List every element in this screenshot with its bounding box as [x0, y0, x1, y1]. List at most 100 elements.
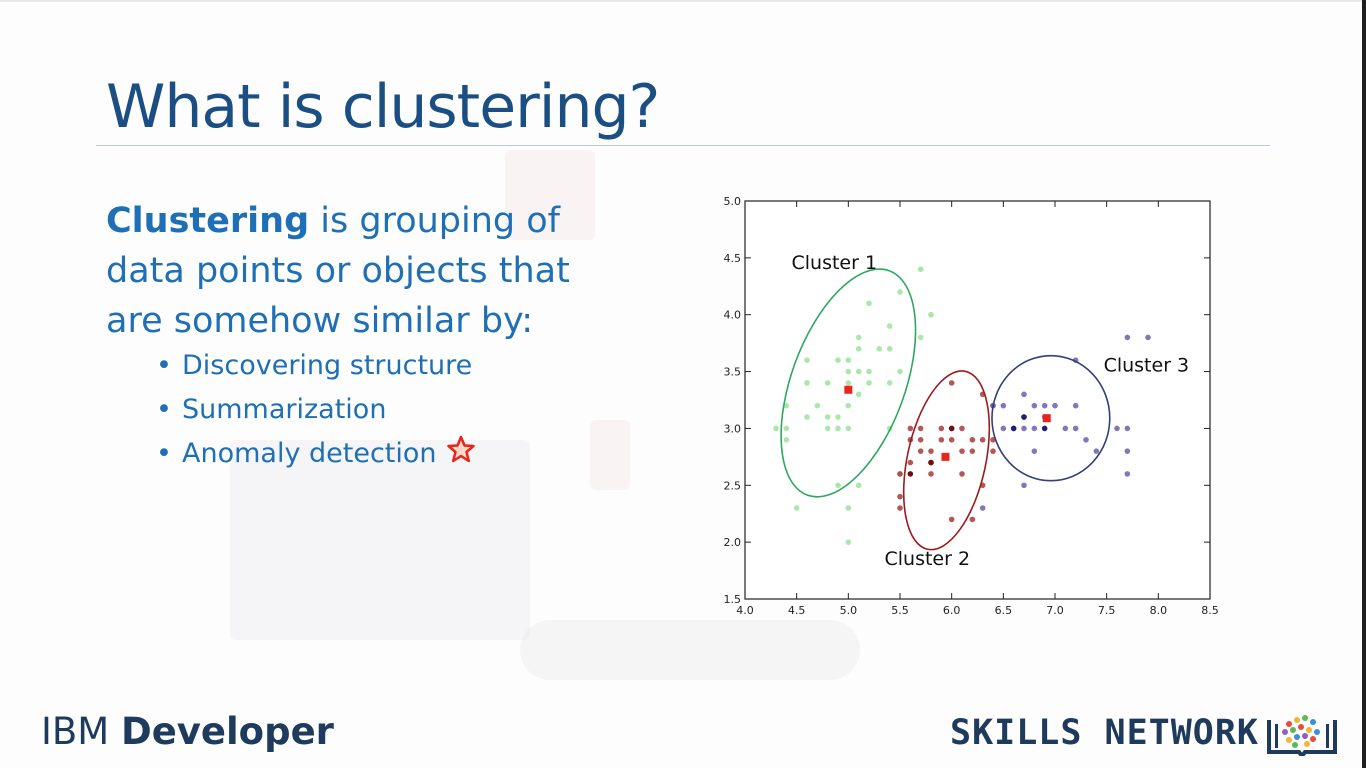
cluster-3-point — [1093, 448, 1100, 454]
definition-term: Clustering — [106, 201, 310, 241]
cluster-2-point — [948, 437, 955, 443]
cluster-2-point — [897, 471, 903, 477]
skills-network-book-icon — [1267, 715, 1337, 756]
centroid-marker — [941, 452, 950, 461]
cluster-1-point — [855, 346, 862, 352]
cluster-1-point — [783, 437, 790, 443]
cluster-1-point — [835, 357, 841, 363]
x-tick-label: 4.5 — [788, 604, 806, 617]
cluster-1-point — [866, 380, 872, 386]
cluster-1-point — [897, 289, 903, 295]
cluster-3-point — [1021, 425, 1027, 432]
y-tick-label: 2.5 — [724, 479, 742, 492]
cluster-1-point — [866, 368, 872, 375]
cluster-1-point — [824, 380, 831, 386]
cluster-1-point — [845, 357, 852, 363]
cluster-2-label: Cluster 2 — [885, 548, 971, 570]
x-tick-label: 5.0 — [840, 604, 858, 617]
cluster-1-point — [855, 391, 862, 398]
cluster-1-label: Cluster 1 — [792, 252, 878, 274]
x-tick-label: 5.5 — [891, 604, 909, 617]
definition-text: is grouping of data points or objects th… — [106, 201, 570, 341]
overlap-point — [928, 459, 934, 466]
y-tick-label: 2.0 — [724, 536, 742, 549]
cluster-2-point — [907, 459, 914, 466]
cluster-1-point — [897, 368, 903, 375]
cluster-1-point — [835, 482, 841, 489]
window-edge — [1362, 0, 1366, 768]
cluster-1-point — [845, 539, 852, 545]
title-divider — [96, 145, 1270, 146]
x-tick-label: 7.0 — [1046, 604, 1064, 617]
y-tick-label: 4.5 — [724, 252, 742, 265]
cluster-1-point — [845, 425, 852, 432]
cluster-1-point — [855, 482, 862, 489]
cluster-3-label: Cluster 3 — [1104, 355, 1190, 377]
cluster-3-point — [1072, 402, 1079, 409]
y-tick-label: 3.0 — [724, 422, 742, 435]
cluster-3-point — [1000, 402, 1007, 409]
cluster-2-point — [990, 448, 996, 454]
x-tick-label: 8.0 — [1150, 604, 1168, 617]
overlap-point — [1010, 425, 1017, 432]
cluster-1-point — [855, 334, 862, 341]
cluster-3-point — [1052, 402, 1058, 409]
x-tick-label: 6.5 — [995, 604, 1013, 617]
brand-developer: Developer — [120, 710, 334, 753]
cluster-2-point — [897, 493, 903, 500]
watermark-shape — [590, 420, 630, 490]
cluster-2-ellipse — [902, 370, 991, 551]
cluster-1-point — [845, 402, 852, 409]
cluster-3-point — [1041, 402, 1048, 409]
cluster-3-point — [1124, 448, 1131, 454]
bullet-text: Summarization — [182, 394, 387, 425]
cluster-1-point — [793, 505, 800, 511]
cluster-1-point — [835, 425, 841, 432]
cluster-1-point — [886, 346, 893, 352]
cluster-1-point — [855, 368, 862, 375]
cluster-2-point — [928, 448, 934, 454]
cluster-2-point — [969, 437, 976, 443]
y-tick-label: 3.5 — [724, 366, 742, 379]
bullet-item: • Summarization — [156, 390, 475, 434]
cluster-1-point — [876, 346, 883, 352]
cluster-1-point — [783, 425, 790, 432]
cluster-2-point — [959, 471, 965, 477]
cluster-2-point — [969, 516, 976, 523]
cluster-2-point — [897, 505, 903, 511]
cluster-1-point — [845, 368, 852, 375]
y-tick-label: 4.0 — [724, 309, 742, 322]
cluster-3-point — [1031, 448, 1038, 454]
cluster-3-point — [1114, 425, 1120, 432]
cluster-2-point — [938, 425, 945, 432]
cluster-3-point — [1083, 437, 1089, 443]
bullet-text: Discovering structure — [182, 350, 473, 381]
scatter-chart: 4.0 4.5 5.0 5.5 6.0 6.5 7.0 7.5 8.0 8.5 1.5 2.0 2.5 3… — [724, 195, 1219, 617]
cluster-2-point — [979, 437, 986, 443]
cluster-1-point — [804, 357, 810, 363]
overlap-point — [948, 425, 955, 432]
cluster-2-point — [917, 437, 924, 443]
ibm-developer-logo: IBM Developer — [41, 710, 334, 753]
cluster-2-point — [938, 437, 945, 443]
x-tick-label: 7.5 — [1098, 604, 1116, 617]
y-tick-label: 5.0 — [724, 195, 742, 208]
x-tick-label: 8.5 — [1201, 604, 1219, 617]
cluster-1-point — [917, 266, 924, 273]
bullet-dot-icon: • — [156, 438, 172, 469]
cluster-1-point — [814, 402, 821, 409]
top-divider — [0, 0, 1366, 2]
star-icon — [446, 435, 475, 475]
cluster-1-point — [783, 402, 790, 409]
cluster-3-point — [1124, 425, 1131, 432]
cluster-2-point — [948, 516, 955, 523]
cluster-2-point — [917, 448, 924, 454]
cluster-3-point — [1062, 425, 1069, 432]
cluster-3-point — [1021, 391, 1027, 398]
cluster-1-point — [824, 414, 831, 420]
cluster-1-point — [804, 414, 810, 420]
cluster-1-point — [845, 380, 852, 386]
cluster-3-ellipse — [991, 354, 1111, 482]
bullet-text: Anomaly detection — [182, 438, 437, 469]
